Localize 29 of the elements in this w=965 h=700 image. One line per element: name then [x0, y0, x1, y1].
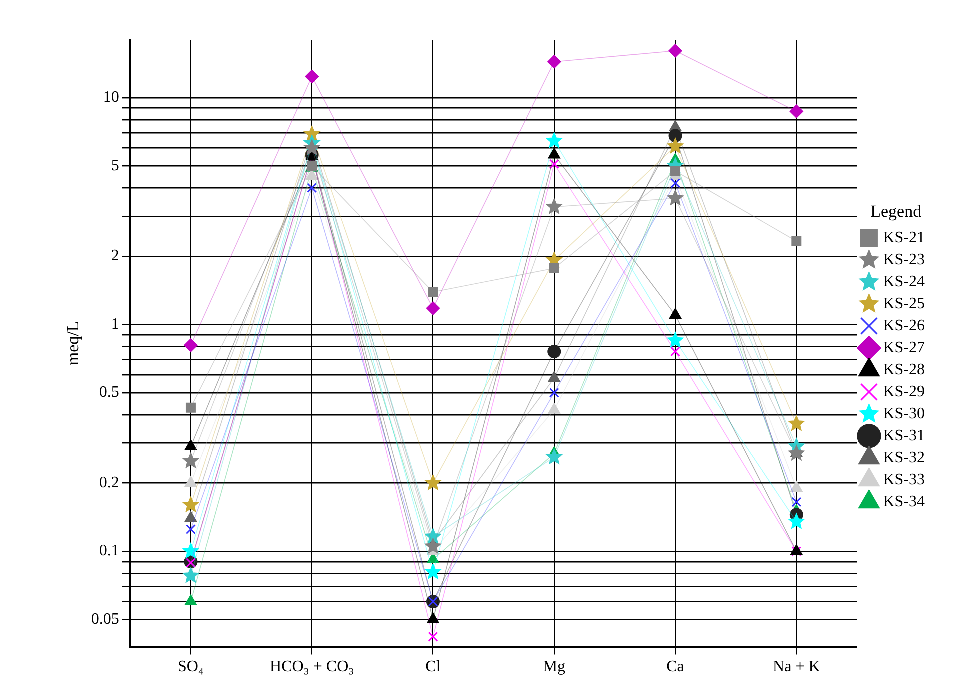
legend-label: KS-25 — [883, 295, 925, 312]
legend-label: KS-32 — [883, 449, 925, 466]
x-tick-label: Mg — [543, 658, 566, 676]
y-tick-label: 0.05 — [91, 610, 120, 628]
legend-label: KS-24 — [883, 273, 925, 290]
x-tick-label: Na + K — [773, 658, 821, 676]
x-tick-label: HCO₃ + CO₃ — [270, 658, 354, 676]
legend-title: Legend — [870, 202, 922, 221]
legend-label: KS-27 — [883, 339, 925, 356]
legend-label: KS-21 — [883, 229, 925, 246]
legend-label: KS-30 — [883, 405, 925, 422]
y-tick-label: 0.1 — [99, 542, 120, 560]
legend-label: KS-31 — [883, 427, 925, 444]
y-tick-label: 0.5 — [99, 384, 120, 402]
legend-label: KS-34 — [883, 493, 925, 510]
legend-label: KS-28 — [883, 361, 925, 378]
y-tick-label: 10 — [103, 89, 120, 106]
y-tick-label: 2 — [111, 248, 120, 265]
x-tick-label: Cl — [426, 658, 442, 676]
y-tick-label: 1 — [111, 316, 120, 333]
legend-label: KS-26 — [883, 317, 925, 334]
legend-label: KS-33 — [883, 471, 925, 488]
legend-label: KS-29 — [883, 383, 925, 400]
x-tick-label: Ca — [666, 658, 684, 676]
legend-label: KS-23 — [883, 251, 925, 268]
y-tick-label: 0.2 — [99, 474, 120, 492]
x-tick-label: SO₄ — [178, 658, 204, 676]
y-axis-title: meq/L — [64, 321, 83, 366]
y-tick-label: 5 — [111, 157, 120, 174]
